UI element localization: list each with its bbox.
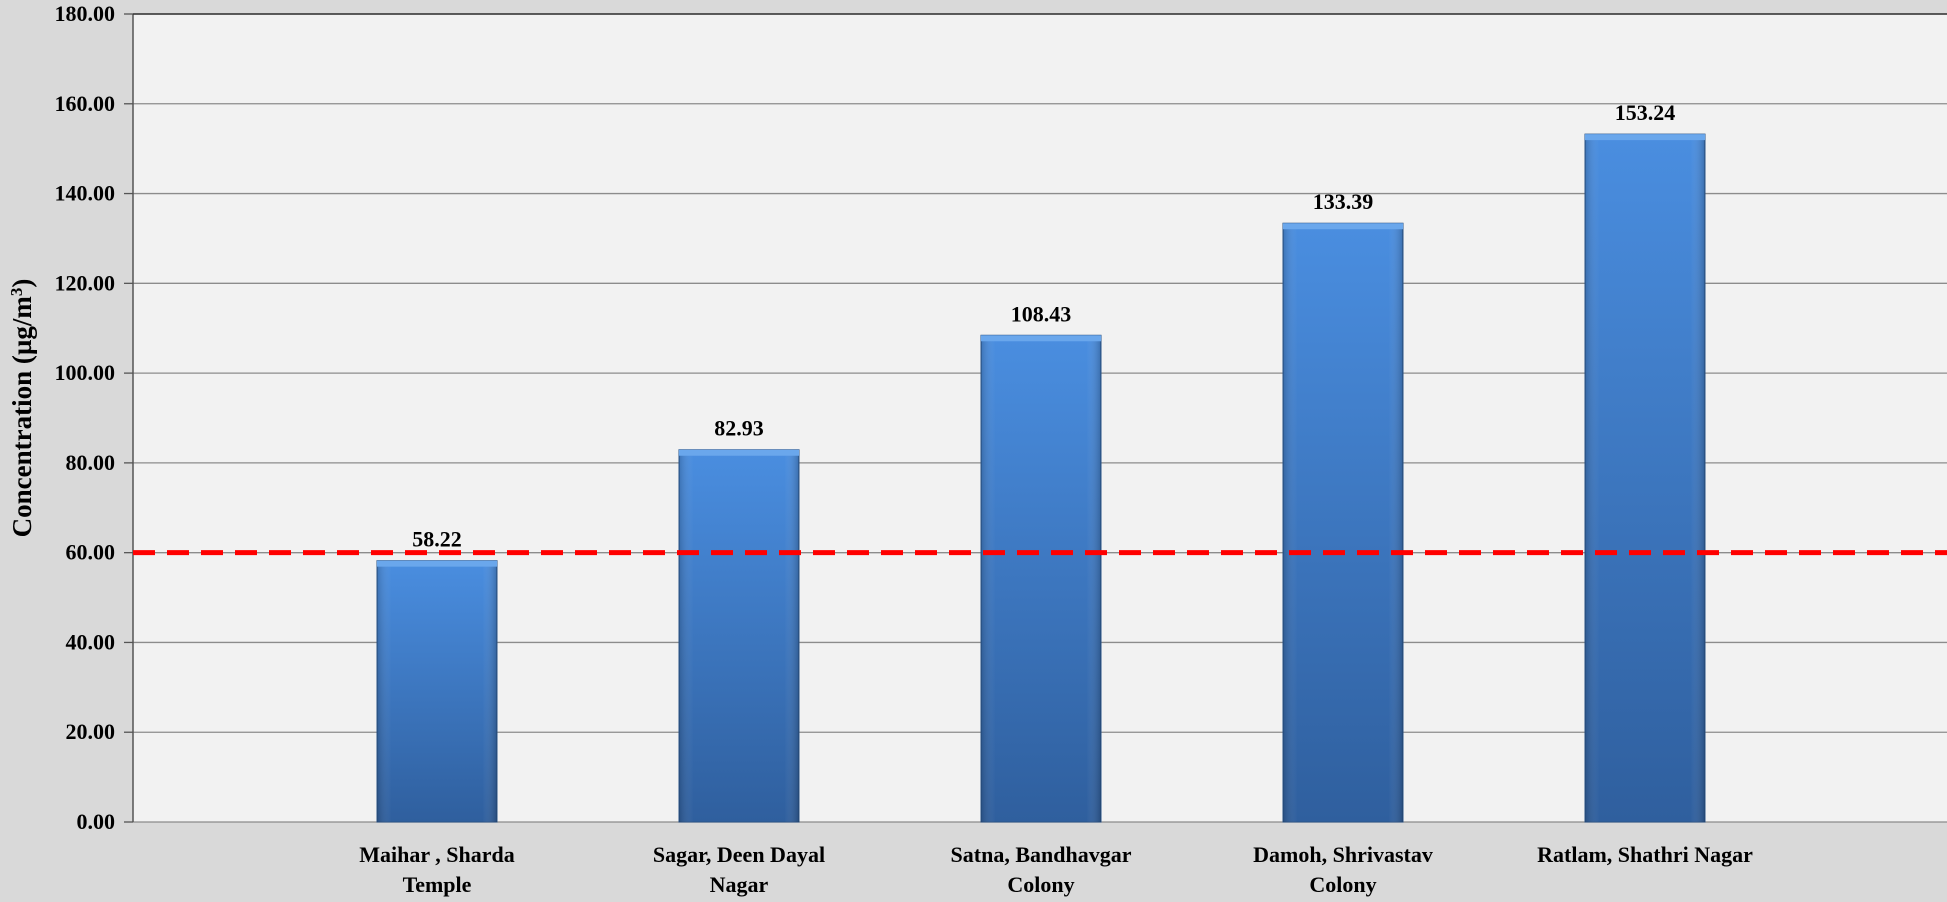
x-tick-label-line: Temple xyxy=(403,872,472,897)
x-tick-label-line: Sagar, Deen Dayal xyxy=(653,842,825,867)
x-tick-label: Satna, Bandhavgar Colony xyxy=(951,842,1132,897)
y-axis-ticks: 0.00 20.00 40.00 60.00 80.00 100.00 120.00 140.… xyxy=(55,1,116,834)
bar xyxy=(376,560,498,823)
bar-cap xyxy=(1283,223,1403,230)
x-tick-label: Ratlam, Shathri Nagar xyxy=(1537,842,1753,867)
bar-sheen xyxy=(377,560,497,822)
y-axis-label-close: ) xyxy=(7,279,37,288)
y-tick-label: 180.00 xyxy=(55,1,116,26)
data-label: 58.22 xyxy=(412,527,462,552)
x-tick-label-line: Ratlam, Shathri Nagar xyxy=(1537,842,1753,867)
bar-cap xyxy=(377,560,497,567)
bar xyxy=(1282,222,1404,823)
bar-sheen xyxy=(1585,134,1705,822)
x-tick-label-line: Maihar , Sharda xyxy=(359,842,514,867)
x-tick-label-line: Colony xyxy=(1309,872,1376,897)
x-tick-label: Damoh, Shrivastav Colony xyxy=(1253,842,1433,897)
y-tick-label: 100.00 xyxy=(55,360,116,385)
x-tick-label: Maihar , Sharda Temple xyxy=(359,842,514,897)
y-tick-label: 40.00 xyxy=(66,629,116,654)
x-axis-ticks: Maihar , Sharda Temple Sagar, Deen Dayal Na… xyxy=(359,842,1753,897)
bars xyxy=(376,133,1706,823)
data-label: 82.93 xyxy=(714,416,764,441)
x-tick-label-line: Damoh, Shrivastav xyxy=(1253,842,1433,867)
y-tick-label: 80.00 xyxy=(66,450,116,475)
x-tick-label-line: Satna, Bandhavgar xyxy=(951,842,1132,867)
y-tick-label: 60.00 xyxy=(66,540,116,565)
data-label: 108.43 xyxy=(1011,301,1072,326)
x-tick-label-line: Colony xyxy=(1007,872,1074,897)
data-label: 133.39 xyxy=(1313,189,1374,214)
bar-cap xyxy=(1585,134,1705,141)
bar xyxy=(980,334,1102,823)
bar-cap xyxy=(981,335,1101,342)
y-tick-label: 140.00 xyxy=(55,181,116,206)
bar-sheen xyxy=(1283,223,1403,822)
bar-sheen xyxy=(981,335,1101,822)
bar-cap xyxy=(679,449,799,456)
bar xyxy=(678,449,800,823)
y-tick-label: 120.00 xyxy=(55,270,116,295)
x-tick-label: Sagar, Deen Dayal Nagar xyxy=(653,842,825,897)
y-axis-label-main: Concentration (µg/m xyxy=(7,296,37,538)
data-label: 153.24 xyxy=(1615,100,1676,125)
bar xyxy=(1584,133,1706,823)
data-labels: 58.22 82.93 108.43 133.39 153.24 xyxy=(412,100,1675,552)
y-tick-label: 0.00 xyxy=(77,809,116,834)
bar-sheen xyxy=(679,449,799,822)
y-tick-label: 20.00 xyxy=(66,719,116,744)
x-tick-label-line: Nagar xyxy=(710,872,769,897)
y-tick-label: 160.00 xyxy=(55,91,116,116)
y-axis-label-sup: 3 xyxy=(7,288,26,297)
y-axis-label: Concentration (µg/m3) xyxy=(7,279,37,538)
